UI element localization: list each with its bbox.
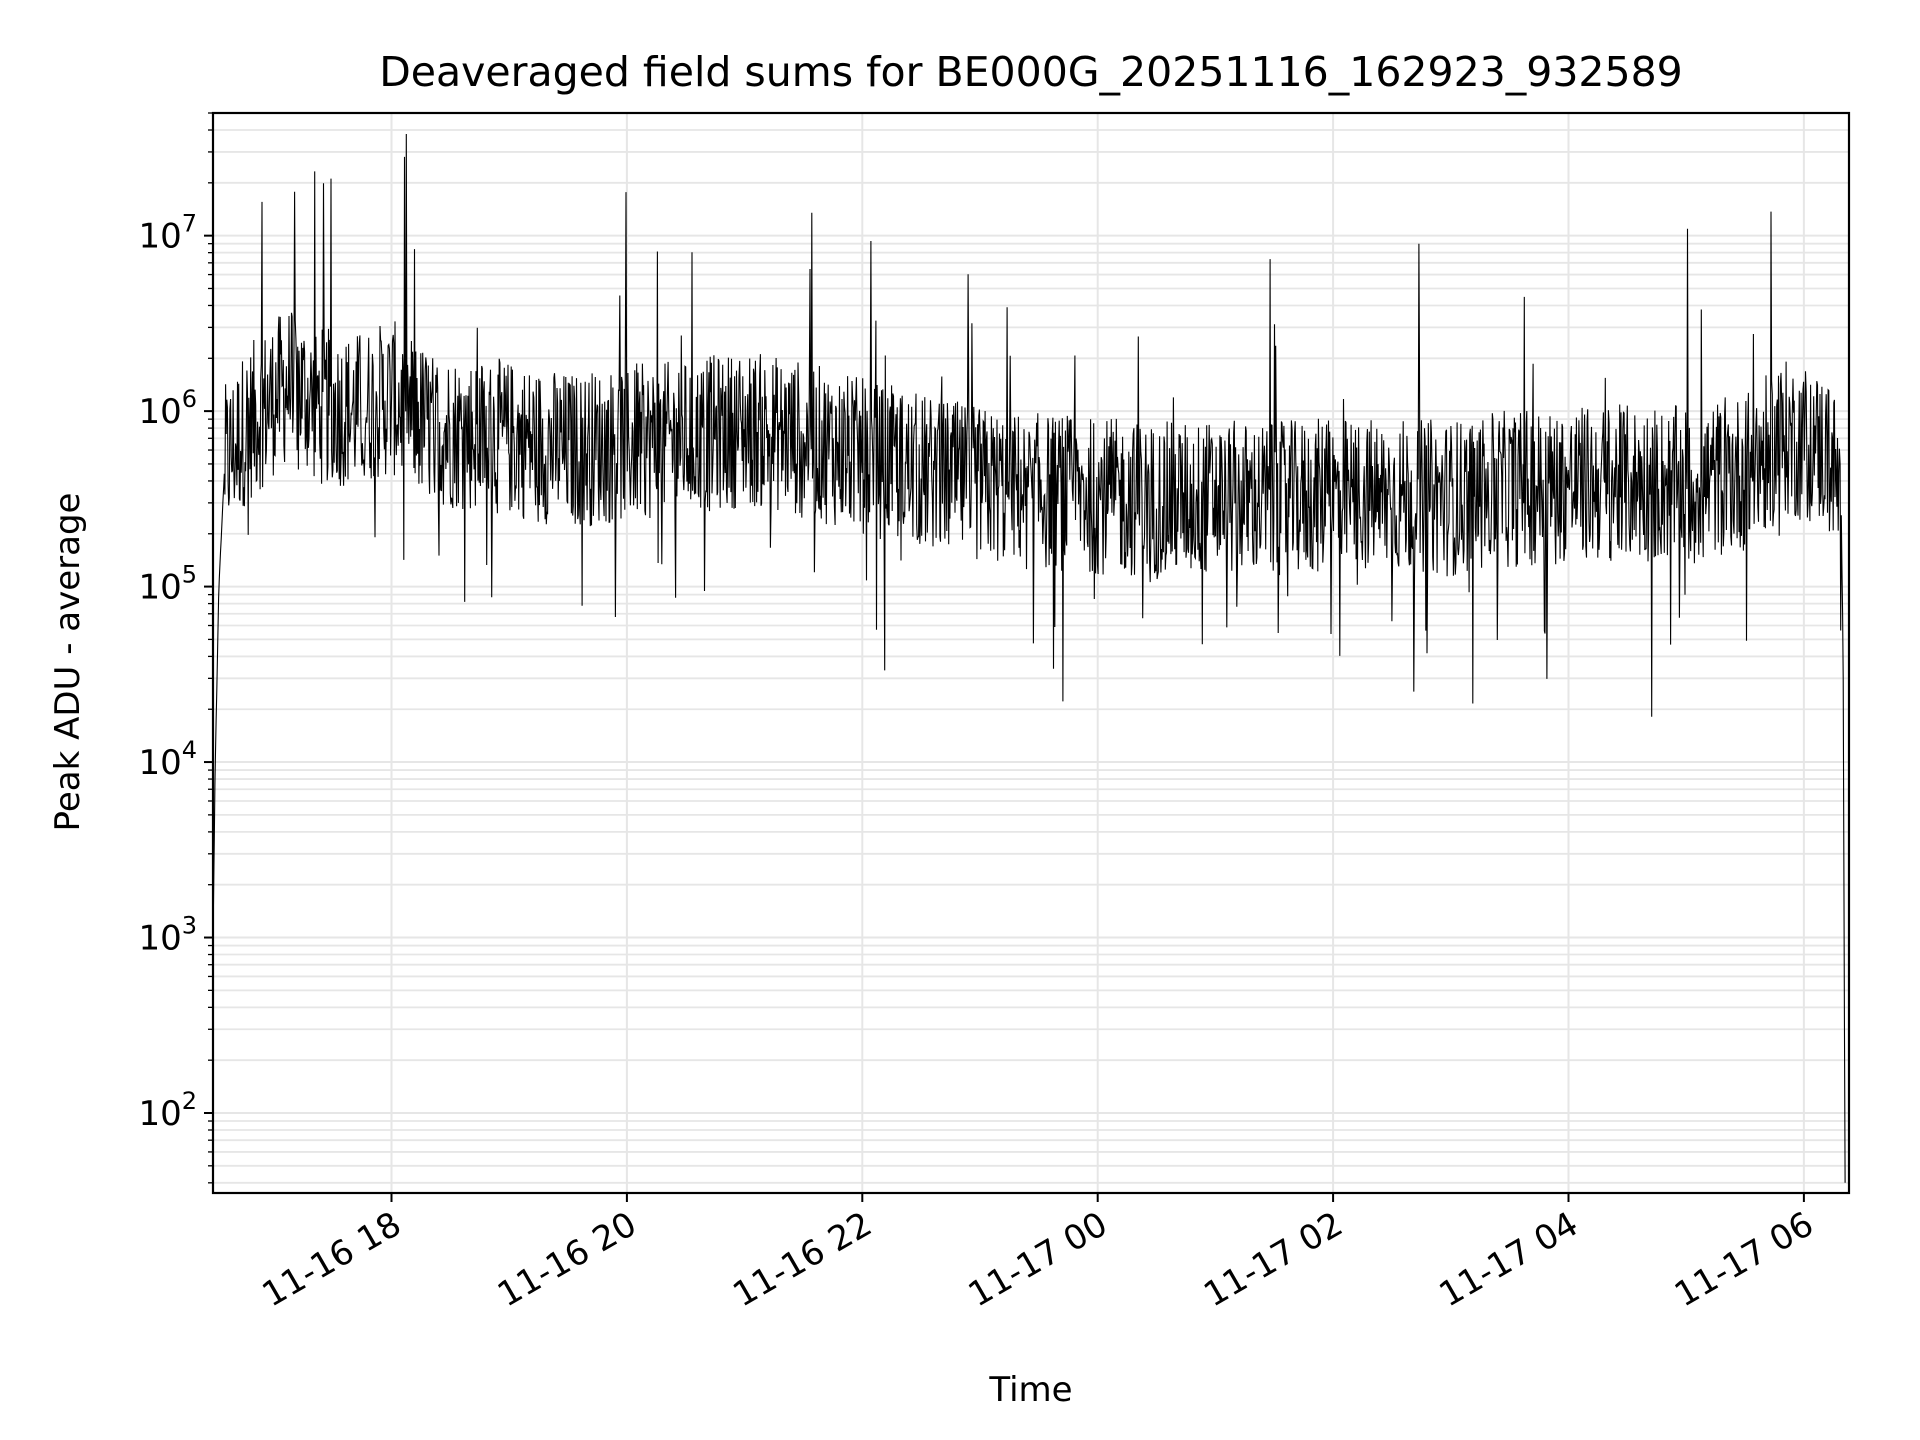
x-axis-label: Time — [988, 1370, 1072, 1410]
y-tick-label: 106 — [138, 385, 197, 432]
y-tick-label: 105 — [138, 561, 197, 608]
series-line — [212, 133, 1846, 1183]
y-tick-label: 103 — [138, 912, 197, 959]
y-tick-label: 107 — [138, 210, 197, 257]
plot-frame — [211, 111, 1851, 1195]
series-layer — [212, 133, 1846, 1183]
y-tick-label: 104 — [138, 736, 197, 783]
y-axis-label: Peak ADU - average — [48, 493, 88, 832]
chart-title: Deaveraged field sums for BE000G_2025111… — [379, 48, 1683, 96]
y-tick-label: 102 — [138, 1087, 197, 1134]
